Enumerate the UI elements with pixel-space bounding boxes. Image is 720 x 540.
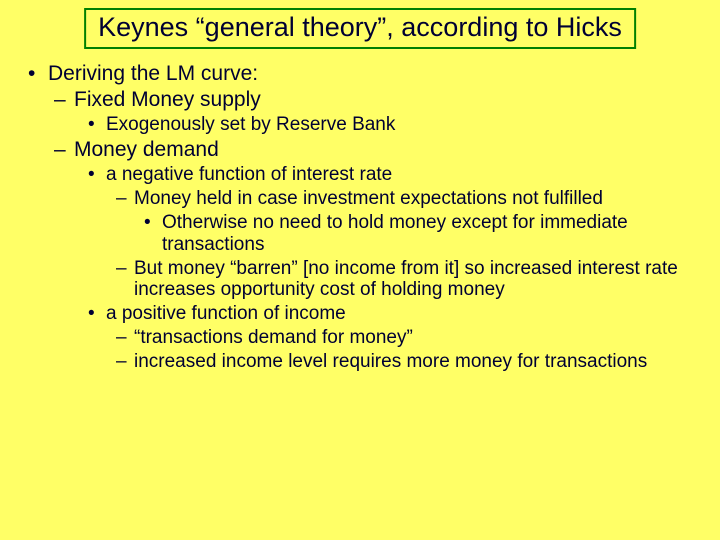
bullet-l2: Money demand — [48, 138, 698, 162]
bullet-l4: “transactions demand for money” — [110, 327, 698, 349]
title-box: Keynes “general theory”, according to Hi… — [84, 8, 636, 49]
bullet-l2: Fixed Money supply — [48, 88, 698, 112]
bullet-l3: Exogenously set by Reserve Bank — [82, 114, 698, 136]
slide-title: Keynes “general theory”, according to Hi… — [98, 12, 622, 42]
bullet-l4: increased income level requires more mon… — [110, 351, 698, 373]
bullet-l4: But money “barren” [no income from it] s… — [110, 258, 698, 302]
bullet-l4: Money held in case investment expectatio… — [110, 188, 698, 210]
bullet-l3: a positive function of income — [82, 303, 698, 325]
bullet-l3: a negative function of interest rate — [82, 164, 698, 186]
slide-body: Deriving the LM curve: Fixed Money suppl… — [22, 62, 698, 375]
bullet-l1: Deriving the LM curve: — [22, 62, 698, 86]
bullet-l5: Otherwise no need to hold money except f… — [138, 212, 698, 256]
